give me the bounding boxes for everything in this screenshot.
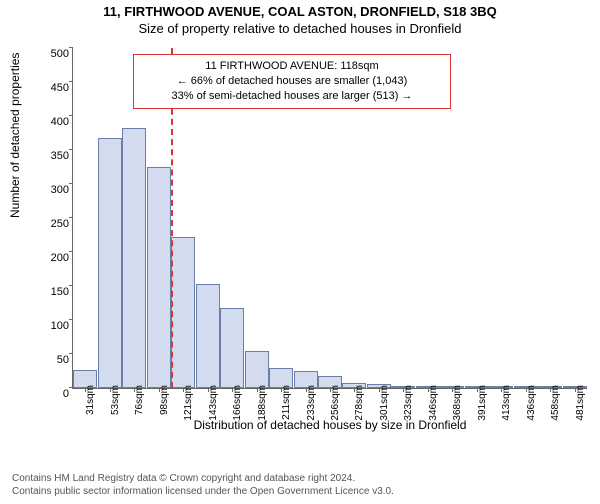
x-tick-label: 121sqm [183,385,194,421]
x-tick-mark [550,388,551,392]
footer-line-1: Contains HM Land Registry data © Crown c… [12,472,394,485]
footer-line-2: Contains public sector information licen… [12,485,394,498]
x-tick-mark [183,388,184,392]
histogram-chart: Number of detached properties Distributi… [46,48,586,428]
annotation-line: ← 66% of detached houses are smaller (1,… [142,74,442,89]
x-tick-mark [452,388,453,392]
page-subtitle: Size of property relative to detached ho… [0,21,600,36]
histogram-bar [171,237,195,388]
y-tick-label: 350 [43,150,69,162]
page-title-address: 11, FIRTHWOOD AVENUE, COAL ASTON, DRONFI… [0,4,600,19]
x-tick-label: 233sqm [306,385,317,421]
x-tick-mark [526,388,527,392]
x-tick-label: 436sqm [526,385,537,421]
y-tick-mark [69,285,73,286]
y-tick-label: 0 [43,388,69,400]
x-tick-mark [208,388,209,392]
x-tick-label: 368sqm [452,385,463,421]
y-tick-label: 200 [43,252,69,264]
y-tick-mark [69,47,73,48]
x-tick-label: 256sqm [330,385,341,421]
histogram-bar [245,351,269,388]
y-tick-mark [69,353,73,354]
annotation-line: 33% of semi-detached houses are larger (… [142,89,442,104]
x-tick-label: 346sqm [428,385,439,421]
x-tick-mark [403,388,404,392]
x-tick-label: 188sqm [257,385,268,421]
y-tick-mark [69,81,73,82]
x-tick-mark [306,388,307,392]
plot-area: Distribution of detached houses by size … [72,48,587,389]
x-tick-label: 301sqm [379,385,390,421]
x-tick-label: 166sqm [232,385,243,421]
y-tick-mark [69,149,73,150]
x-tick-mark [575,388,576,392]
x-tick-label: 278sqm [354,385,365,421]
x-tick-mark [232,388,233,392]
x-tick-mark [501,388,502,392]
y-tick-mark [69,183,73,184]
x-tick-label: 481sqm [575,385,586,421]
y-tick-mark [69,115,73,116]
y-tick-mark [69,217,73,218]
x-tick-label: 143sqm [208,385,219,421]
y-tick-label: 100 [43,320,69,332]
x-tick-mark [110,388,111,392]
histogram-bar [147,167,171,388]
x-tick-mark [85,388,86,392]
y-tick-label: 50 [43,354,69,366]
x-tick-label: 458sqm [550,385,561,421]
y-tick-mark [69,251,73,252]
y-axis-label: Number of detached properties [8,53,22,218]
x-tick-label: 391sqm [477,385,488,421]
footer-attribution: Contains HM Land Registry data © Crown c… [12,472,394,498]
x-tick-label: 413sqm [501,385,512,421]
y-tick-label: 400 [43,116,69,128]
x-tick-label: 53sqm [110,385,121,415]
x-tick-mark [281,388,282,392]
x-tick-mark [159,388,160,392]
y-tick-label: 300 [43,184,69,196]
y-tick-label: 150 [43,286,69,298]
y-tick-label: 450 [43,82,69,94]
histogram-bar [220,308,244,388]
x-tick-mark [354,388,355,392]
x-tick-label: 98sqm [159,385,170,415]
x-tick-mark [379,388,380,392]
x-tick-mark [477,388,478,392]
y-tick-label: 500 [43,48,69,60]
x-tick-mark [330,388,331,392]
annotation-line: 11 FIRTHWOOD AVENUE: 118sqm [142,59,442,74]
x-tick-label: 211sqm [281,385,292,420]
histogram-bar [196,284,220,388]
x-tick-label: 31sqm [85,385,96,415]
y-tick-mark [69,319,73,320]
x-tick-label: 76sqm [134,385,145,415]
x-tick-label: 323sqm [403,385,414,421]
x-tick-mark [428,388,429,392]
histogram-bar [98,138,122,388]
x-tick-mark [257,388,258,392]
histogram-bar [122,128,146,388]
x-tick-mark [134,388,135,392]
annotation-box: 11 FIRTHWOOD AVENUE: 118sqm← 66% of deta… [133,54,451,109]
y-tick-label: 250 [43,218,69,230]
